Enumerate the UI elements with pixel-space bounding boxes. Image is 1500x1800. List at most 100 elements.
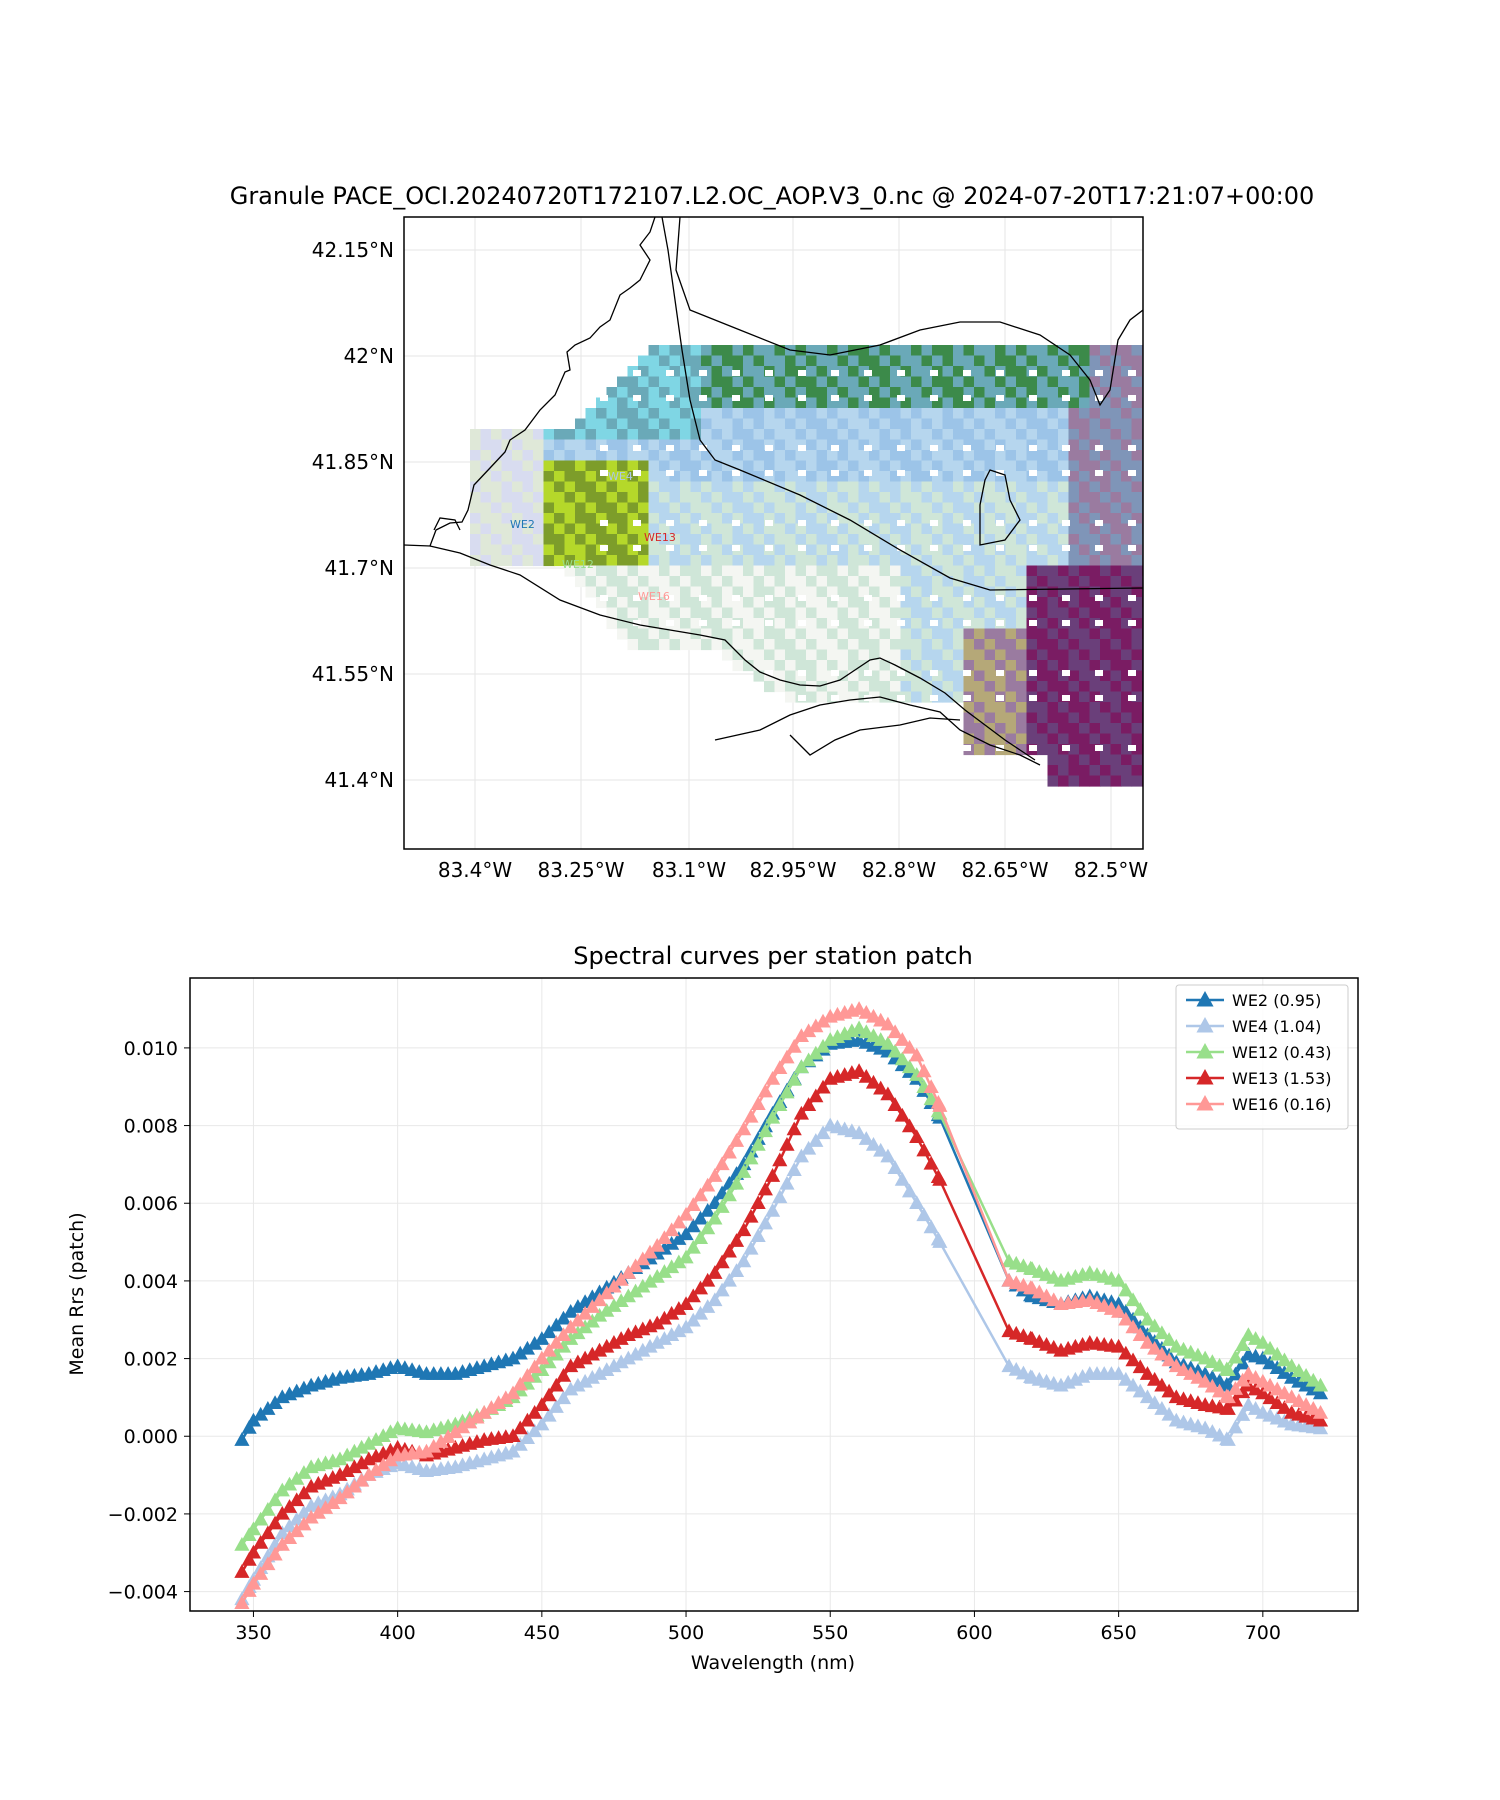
data-point: [1139, 1389, 1156, 1404]
data-point: [382, 1424, 399, 1439]
data-point: [815, 1079, 831, 1094]
data-point: [664, 1222, 680, 1237]
data-point: [1227, 1381, 1244, 1395]
data-point: [894, 1032, 910, 1046]
data-point: [234, 1432, 250, 1446]
data-point: [932, 1098, 948, 1112]
data-point: [1220, 1362, 1236, 1376]
data-point: [714, 1199, 730, 1213]
data-point: [1154, 1401, 1170, 1415]
data-point: [880, 1036, 896, 1050]
data-point: [234, 1564, 250, 1578]
data-point: [303, 1509, 319, 1524]
data-point: [728, 1263, 745, 1277]
data-point: [714, 1254, 730, 1269]
data-point: [346, 1443, 362, 1458]
data-point: [815, 1013, 831, 1028]
data-point: [685, 1197, 701, 1211]
data-point: [728, 1133, 745, 1147]
data-point: [664, 1305, 680, 1320]
data-point: [555, 1327, 572, 1342]
data-point: [563, 1358, 579, 1373]
data-point: [692, 1210, 709, 1225]
x-tick-label: 700: [1245, 1622, 1281, 1644]
chart-series: [234, 1001, 1329, 1609]
lat-tick-label: 41.4°N: [325, 768, 395, 792]
data-point: [505, 1428, 521, 1443]
data-point: [880, 1016, 896, 1031]
y-axis-label: Mean Rrs (patch): [66, 1212, 88, 1375]
data-point: [1139, 1366, 1156, 1380]
data-point: [534, 1416, 550, 1431]
data-point: [793, 1148, 809, 1163]
data-point: [1255, 1350, 1271, 1365]
chart-frame: [189, 977, 1359, 1612]
legend-item: WE2 (0.95): [1186, 991, 1321, 1010]
data-point: [901, 1059, 918, 1074]
data-point: [1269, 1346, 1285, 1361]
data-point: [707, 1292, 723, 1307]
data-point: [1161, 1352, 1177, 1367]
legend-label: WE12 (0.43): [1232, 1043, 1331, 1062]
data-point: [656, 1331, 673, 1345]
data-point: [563, 1381, 579, 1396]
data-point: [894, 1051, 910, 1066]
data-point: [1220, 1432, 1236, 1446]
data-point: [764, 1203, 781, 1217]
data-point: [1312, 1412, 1329, 1427]
data-point: [599, 1338, 615, 1353]
data-point: [1132, 1302, 1148, 1316]
data-point: [772, 1189, 788, 1204]
data-point: [274, 1482, 290, 1497]
data-point: [1227, 1366, 1244, 1381]
data-point: [577, 1350, 593, 1365]
data-point: [649, 1335, 665, 1349]
data-point: [620, 1350, 636, 1365]
data-point: [880, 1086, 896, 1101]
data-point: [916, 1207, 932, 1222]
data-point: [584, 1346, 600, 1361]
map-title: Granule PACE_OCI.20240720T172107.L2.OC_A…: [230, 182, 1315, 210]
data-point: [245, 1521, 262, 1536]
latitude-ticks: 42.15°N 42°N 41.85°N 41.7°N 41.55°N 41.4°N: [312, 238, 394, 792]
data-point: [260, 1525, 276, 1540]
data-point: [772, 1152, 788, 1167]
data-point: [234, 1536, 250, 1551]
data-point: [1147, 1340, 1163, 1355]
data-point: [1235, 1355, 1251, 1370]
data-point: [707, 1210, 723, 1225]
chart-title: Spectral curves per station patch: [573, 942, 973, 970]
data-point: [339, 1447, 355, 1462]
data-point: [757, 1215, 773, 1230]
data-point: [764, 1109, 781, 1124]
data-point: [613, 1354, 629, 1369]
lon-tick-label: 82.5°W: [1074, 858, 1149, 882]
data-point: [541, 1342, 557, 1357]
data-point: [454, 1419, 471, 1434]
data-point: [296, 1465, 312, 1479]
x-tick-label: 600: [956, 1622, 992, 1644]
data-point: [685, 1218, 701, 1233]
data-point: [1132, 1359, 1148, 1374]
data-point: [700, 1220, 716, 1235]
data-point: [361, 1467, 377, 1481]
data-point: [700, 1177, 716, 1192]
legend-label: WE4 (1.04): [1232, 1017, 1321, 1036]
station-labels: WE2 WE4 WE12 WE13 WE16: [510, 470, 676, 603]
data-point: [671, 1214, 687, 1229]
data-point: [512, 1376, 528, 1391]
data-point: [772, 1097, 788, 1111]
data-point: [346, 1478, 362, 1493]
data-point: [786, 1162, 802, 1176]
longitude-ticks: 83.4°W 83.25°W 83.1°W 82.95°W 82.8°W 82.65°W 8…: [438, 858, 1149, 882]
data-point: [858, 1131, 874, 1145]
legend-label: WE16 (0.16): [1232, 1095, 1331, 1114]
data-point: [570, 1325, 586, 1340]
lat-tick-label: 42°N: [344, 344, 394, 368]
data-point: [656, 1310, 673, 1325]
data-point: [1312, 1420, 1329, 1435]
chart-y-ticks: −0.004 −0.002 0.000 0.002 0.004 0.006 0.008 0.0…: [108, 1038, 190, 1604]
series-we12: [234, 1020, 1329, 1551]
data-point: [1139, 1335, 1156, 1349]
